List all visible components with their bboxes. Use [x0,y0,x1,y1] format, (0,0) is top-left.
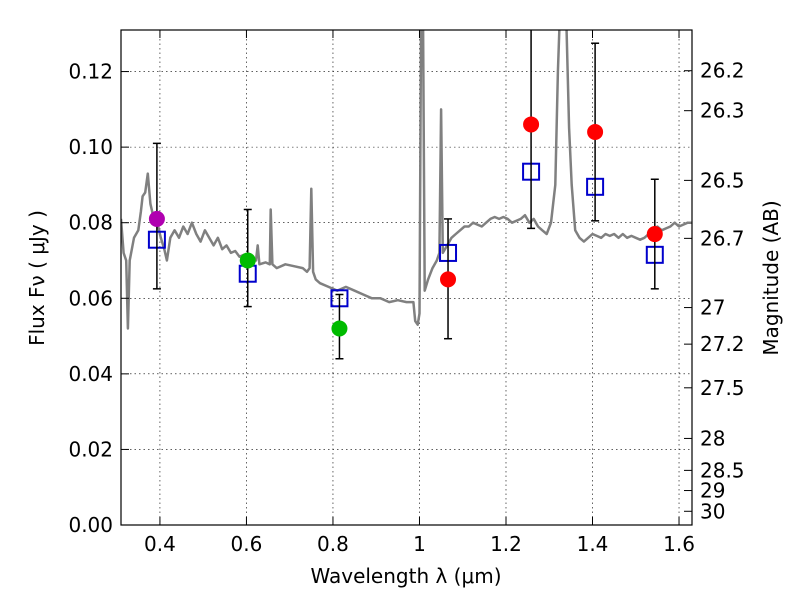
y-tick-label: 0.12 [68,60,113,84]
mag-tick-label: 26.2 [700,59,745,83]
mag-tick-label: 27 [700,296,725,320]
observed-point-marker [646,226,663,243]
observed-point-marker [239,252,256,269]
observed-point-marker [587,124,604,141]
y-axis-label: Flux Fν ( μJy ) [25,210,49,346]
y-tick-label: 0.04 [68,362,113,386]
right-axis-label: Magnitude (AB) [759,200,783,355]
observed-markers [148,116,663,337]
mag-tick-label: 27.2 [700,332,745,356]
x-axis-label: Wavelength λ (μm) [310,564,501,588]
x-tick-label: 1.4 [577,532,609,556]
y-tick-label: 0.02 [68,437,113,461]
x-tick-label: 1.2 [490,532,522,556]
grid [121,30,692,526]
observed-point-marker [331,320,348,337]
mag-tick-label: 26.3 [700,99,745,123]
observed-point-marker [148,210,165,227]
mag-tick-label: 28.5 [700,458,745,482]
observed-point-marker [440,271,457,288]
y-tick-label: 0.10 [68,135,113,159]
x-tick-label: 0.4 [144,532,176,556]
errorbars [152,30,659,360]
y-axis-ticks: 0.00 0.02 0.04 0.06 0.08 0.10 0.12 [68,60,129,537]
x-tick-label: 0.6 [231,532,263,556]
mag-tick-label: 29 [700,479,725,503]
mag-tick-label: 30 [700,499,725,523]
x-tick-label: 0.8 [317,532,349,556]
y-tick-label: 0.06 [68,286,113,310]
mag-tick-label: 26.5 [700,168,745,192]
y-tick-label: 0.00 [68,513,113,537]
x-axis-ticks: 0.4 0.6 0.8 1 1.2 1.4 1.6 [144,30,695,556]
model-markers [147,162,664,308]
template-spectrum-line [121,30,692,330]
x-tick-label: 1.6 [663,532,695,556]
observed-point-marker [523,116,540,133]
y-tick-label: 0.08 [68,211,113,235]
x-tick-label: 1 [413,532,426,556]
mag-tick-label: 27.5 [700,376,745,400]
mag-tick-label: 26.7 [700,226,745,250]
mag-tick-label: 28 [700,426,725,450]
plot-frame [120,29,693,526]
